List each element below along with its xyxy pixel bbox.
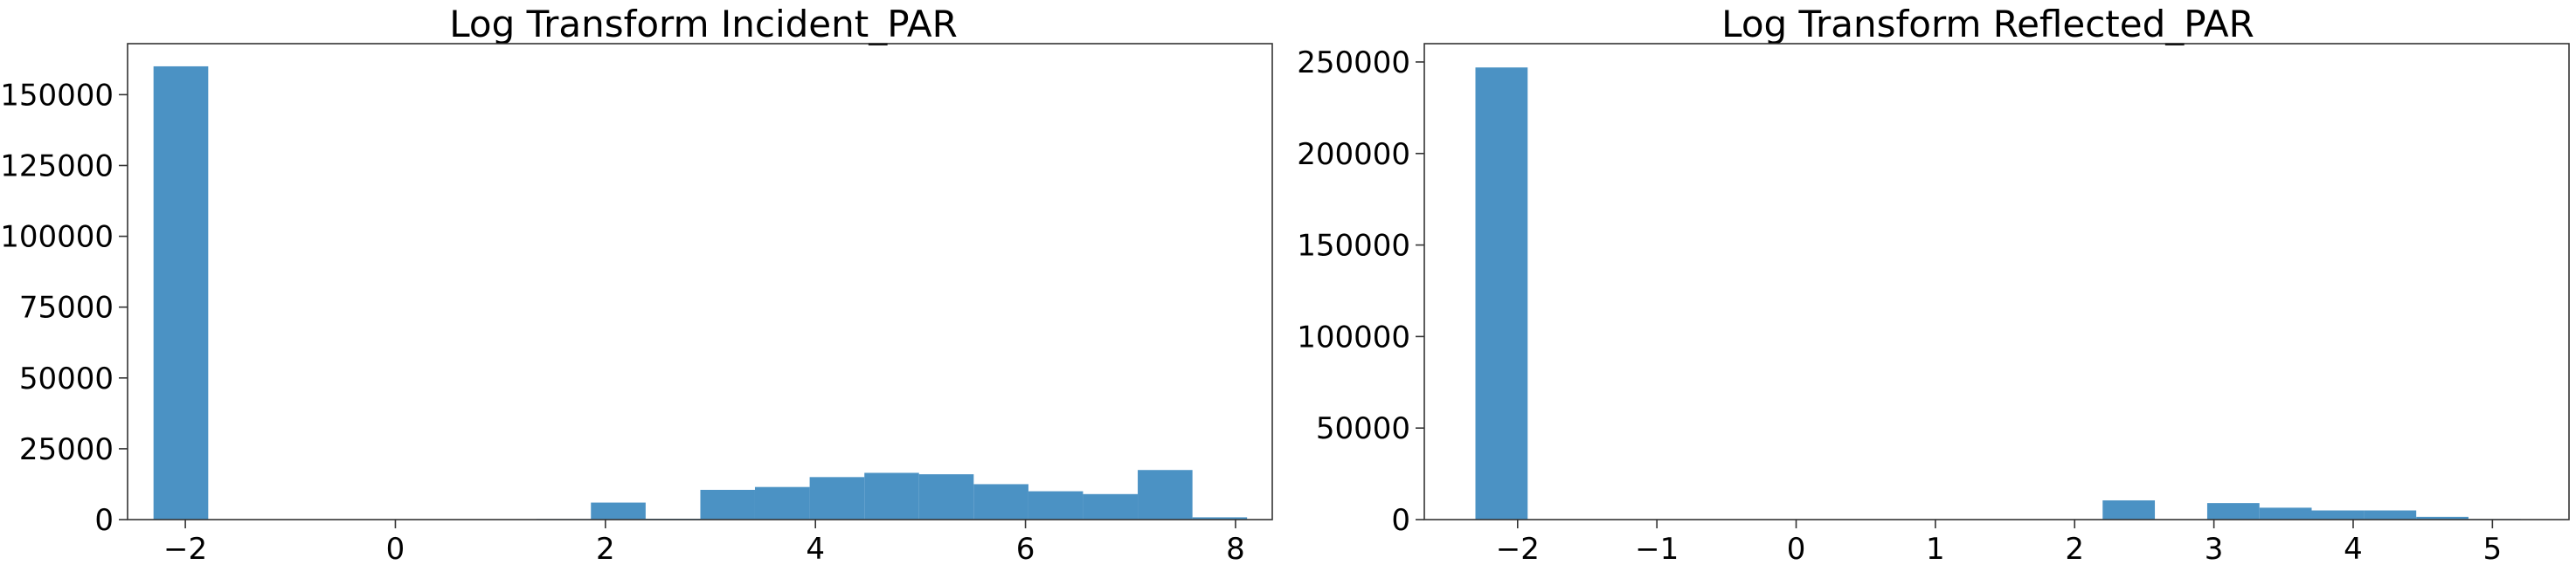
incident-par-y-tick-label-0: 0 xyxy=(94,503,114,538)
incident-par-x-tick-label-4: 6 xyxy=(1016,532,1035,565)
reflected-par-y-tick-label-3: 150000 xyxy=(1297,229,1410,264)
reflected-par-x-tick-label-2: 0 xyxy=(1787,532,1806,565)
incident-par-bar-14 xyxy=(918,474,974,520)
incident-par-bar-19 xyxy=(1192,517,1248,520)
reflected-par-y-tick-label-2: 100000 xyxy=(1297,320,1410,355)
reflected-par-bar-15 xyxy=(2259,507,2312,520)
incident-par-plot-frame xyxy=(127,43,1273,520)
reflected-par-bar-14 xyxy=(2206,503,2260,520)
reflected-par-y-tick-label-0: 0 xyxy=(1391,503,1410,538)
reflected-par-bar-0 xyxy=(1475,67,1528,520)
reflected-par-panel: Log Transform Reflected_PAR −2 −1 0 1 2 3 4 5 0… xyxy=(1297,3,2570,565)
incident-par-x-tick-label-1: 0 xyxy=(386,532,405,565)
incident-par-x-axis: −2 0 2 4 6 8 xyxy=(163,520,1245,565)
reflected-par-x-tick-label-4: 2 xyxy=(2065,532,2084,565)
reflected-par-x-tick-label-7: 5 xyxy=(2483,532,2503,565)
reflected-par-x-tick-label-1: −1 xyxy=(1635,532,1679,565)
reflected-par-x-tick-label-3: 1 xyxy=(1926,532,1945,565)
reflected-par-title: Log Transform Reflected_PAR xyxy=(1721,3,2254,45)
reflected-par-x-tick-label-5: 3 xyxy=(2205,532,2224,565)
incident-par-bar-15 xyxy=(973,484,1028,520)
incident-par-bar-13 xyxy=(864,472,919,520)
incident-par-x-tick-label-3: 4 xyxy=(806,532,825,565)
reflected-par-x-tick-label-6: 4 xyxy=(2344,532,2363,565)
incident-par-title: Log Transform Incident_PAR xyxy=(449,3,958,45)
reflected-par-y-tick-label-4: 200000 xyxy=(1297,137,1410,172)
incident-par-y-tick-label-6: 150000 xyxy=(0,78,114,113)
incident-par-y-tick-label-5: 125000 xyxy=(0,148,114,183)
reflected-par-x-tick-label-0: −2 xyxy=(1496,532,1540,565)
reflected-par-plot-frame xyxy=(1423,43,2570,520)
incident-par-bar-0 xyxy=(153,65,209,520)
reflected-par-bar-12 xyxy=(2102,500,2156,520)
incident-par-x-tick-label-5: 8 xyxy=(1226,532,1245,565)
incident-par-y-axis: 0 25000 50000 75000 100000 125000 150000 xyxy=(0,78,128,538)
incident-par-bar-18 xyxy=(1138,470,1193,520)
reflected-par-bars xyxy=(1475,67,2521,520)
reflected-par-bar-17 xyxy=(2364,510,2417,520)
incident-par-x-tick-label-2: 2 xyxy=(596,532,615,565)
incident-par-y-tick-label-1: 25000 xyxy=(19,432,114,467)
incident-par-bar-12 xyxy=(809,477,865,520)
reflected-par-y-tick-label-1: 50000 xyxy=(1316,411,1410,446)
incident-par-bar-17 xyxy=(1083,493,1139,520)
incident-par-bar-16 xyxy=(1028,491,1084,520)
incident-par-panel: Log Transform Incident_PAR −2 0 2 4 6 8 0 2500… xyxy=(0,3,1273,565)
reflected-par-bar-18 xyxy=(2416,516,2469,520)
reflected-par-x-axis: −2 −1 0 1 2 3 4 5 xyxy=(1496,520,2502,565)
incident-par-bar-11 xyxy=(754,486,810,520)
incident-par-x-tick-label-0: −2 xyxy=(163,532,207,565)
reflected-par-y-axis: 0 50000 100000 150000 200000 250000 xyxy=(1297,45,1424,538)
incident-par-y-tick-label-3: 75000 xyxy=(19,291,114,326)
incident-par-bar-10 xyxy=(700,489,755,520)
incident-par-y-tick-label-4: 100000 xyxy=(0,220,114,255)
incident-par-bar-8 xyxy=(591,502,646,520)
reflected-par-y-tick-label-5: 250000 xyxy=(1297,45,1410,80)
reflected-par-bar-16 xyxy=(2311,510,2365,520)
incident-par-bars xyxy=(153,65,1248,520)
incident-par-y-tick-label-2: 50000 xyxy=(19,362,114,396)
